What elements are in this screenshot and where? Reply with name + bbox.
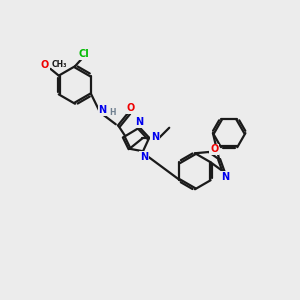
Text: Cl: Cl — [78, 49, 89, 59]
Text: N: N — [135, 117, 143, 127]
Text: N: N — [151, 133, 159, 142]
Text: N: N — [140, 152, 148, 162]
Text: H: H — [109, 108, 116, 117]
Text: O: O — [126, 103, 135, 113]
Text: O: O — [41, 60, 49, 70]
Text: CH₃: CH₃ — [52, 60, 68, 69]
Text: N: N — [98, 105, 106, 115]
Text: N: N — [221, 172, 229, 182]
Text: O: O — [210, 145, 218, 154]
